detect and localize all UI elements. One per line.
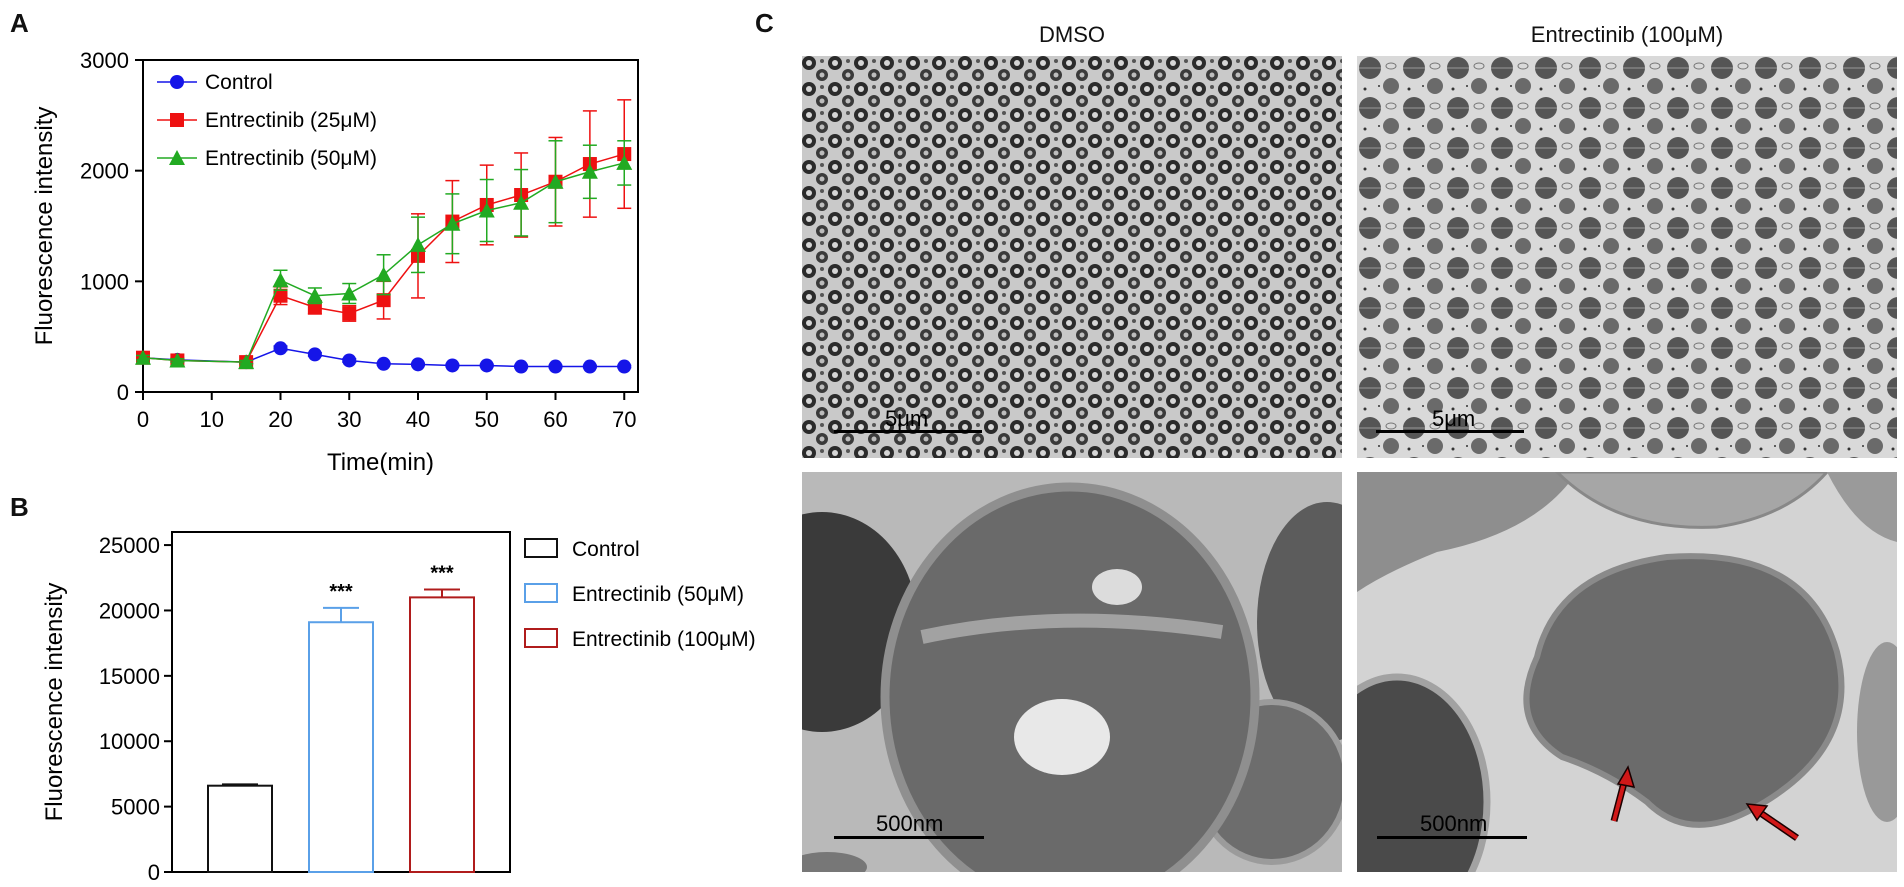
scale-bar-bottom-right	[1377, 836, 1527, 839]
data-point	[478, 202, 495, 218]
legend-label: Entrectinib (50μM)	[572, 583, 744, 606]
line-chart-a: 0 1000 2000 3000 0 10 20 30 40 50 60 70 Time(min) Flu…	[31, 48, 639, 476]
data-point	[342, 353, 357, 368]
legend-swatch	[524, 583, 558, 603]
y-tick-label: 10000	[99, 729, 160, 754]
data-point	[170, 75, 184, 89]
x-tick-label: 0	[137, 407, 149, 432]
data-point	[376, 293, 391, 308]
x-tick-label: 40	[406, 407, 430, 432]
legend-label: Control	[205, 71, 273, 94]
data-point	[479, 358, 494, 373]
data-point	[273, 341, 288, 356]
bar	[409, 596, 475, 873]
data-point	[272, 272, 289, 288]
y-axis-label: Fluorescence intensity	[31, 107, 58, 346]
y-tick-label: 5000	[111, 795, 160, 820]
data-point	[306, 287, 323, 303]
legend-label: Entrectinib (25μM)	[205, 109, 377, 132]
data-point	[170, 113, 184, 127]
data-point	[375, 266, 392, 282]
scale-bar-top-left	[834, 430, 982, 433]
y-tick-label: 20000	[99, 598, 160, 623]
y-tick-label: 15000	[99, 664, 160, 689]
column-title-entrectinib: Entrectinib (100μM)	[1530, 22, 1724, 47]
data-point	[169, 352, 186, 368]
bar-group-0	[207, 783, 273, 874]
scale-bar-bottom-left	[834, 836, 984, 839]
y-axis-label: Fluorescence intensity	[41, 583, 68, 822]
x-tick-label: 30	[337, 407, 361, 432]
legend-label: Entrectinib (50μM)	[205, 147, 377, 170]
panel-label-b: B	[10, 492, 29, 522]
series-0	[136, 341, 632, 374]
data-point	[410, 236, 426, 252]
panel-label-a: A	[10, 8, 29, 38]
data-point	[548, 359, 563, 374]
x-tick-label: 10	[200, 407, 224, 432]
scale-label-bottom-left: 500nm	[876, 811, 944, 836]
data-point	[376, 356, 391, 371]
bar-group-2: ***	[409, 563, 475, 873]
scale-label-top-right: 5μm	[1432, 406, 1476, 431]
data-point	[444, 215, 461, 231]
data-point	[341, 285, 358, 301]
data-point	[238, 354, 255, 370]
data-point	[411, 357, 425, 372]
bar-chart-b: 0 5000 10000 15000 20000 25000 Fluorescence in…	[41, 531, 756, 885]
bar	[308, 621, 374, 873]
legend: Control Entrectinib (50μM) Entrectinib (10…	[524, 538, 756, 651]
x-tick-label: 20	[268, 407, 292, 432]
legend: Control Entrectinib (25μM) Entrectinib (50…	[157, 71, 377, 170]
panel-label-c: C	[755, 8, 774, 38]
data-point	[273, 288, 288, 303]
data-point	[547, 173, 564, 189]
data-point	[169, 150, 185, 165]
red-arrow-icon	[1745, 803, 1799, 841]
legend-swatch	[524, 628, 558, 648]
x-tick-label: 60	[543, 407, 567, 432]
bar	[207, 784, 273, 874]
data-point	[513, 194, 530, 210]
legend-swatch	[524, 538, 558, 558]
data-point	[582, 359, 597, 374]
y-tick-label: 0	[117, 380, 129, 405]
y-tick-label: 0	[148, 860, 160, 885]
scale-bar-top-right	[1376, 430, 1524, 433]
red-arrow-icon	[1610, 765, 1636, 822]
data-point	[342, 306, 357, 321]
y-tick-label: 25000	[99, 533, 160, 558]
micrograph-entrectinib-low-mag	[1357, 56, 1897, 458]
micrograph-dmso-low-mag	[802, 56, 1342, 458]
data-point	[616, 154, 633, 170]
data-point	[581, 163, 598, 179]
data-point	[135, 349, 151, 365]
significance-label: ***	[430, 563, 454, 585]
x-tick-label: 50	[475, 407, 499, 432]
x-tick-label: 70	[612, 407, 636, 432]
y-tick-label: 1000	[80, 269, 129, 294]
micrograph-entrectinib-high-mag	[1357, 472, 1897, 872]
scale-label-top-left: 5μm	[885, 406, 929, 431]
data-point	[307, 347, 322, 362]
column-title-dmso: DMSO	[1039, 22, 1105, 47]
data-point	[514, 359, 529, 374]
scale-label-bottom-right: 500nm	[1420, 811, 1488, 836]
micrograph-dmso-high-mag	[802, 472, 1342, 872]
y-tick-label: 3000	[80, 48, 129, 73]
legend-label: Control	[572, 538, 640, 561]
data-point	[445, 358, 460, 373]
bar-group-1: ***	[308, 581, 374, 873]
plot-frame	[142, 59, 639, 393]
x-axis-label: Time(min)	[327, 449, 434, 476]
data-point	[617, 359, 632, 374]
significance-label: ***	[329, 581, 353, 603]
series-2	[135, 140, 633, 370]
legend-label: Entrectinib (100μM)	[572, 628, 756, 651]
y-tick-label: 2000	[80, 159, 129, 184]
